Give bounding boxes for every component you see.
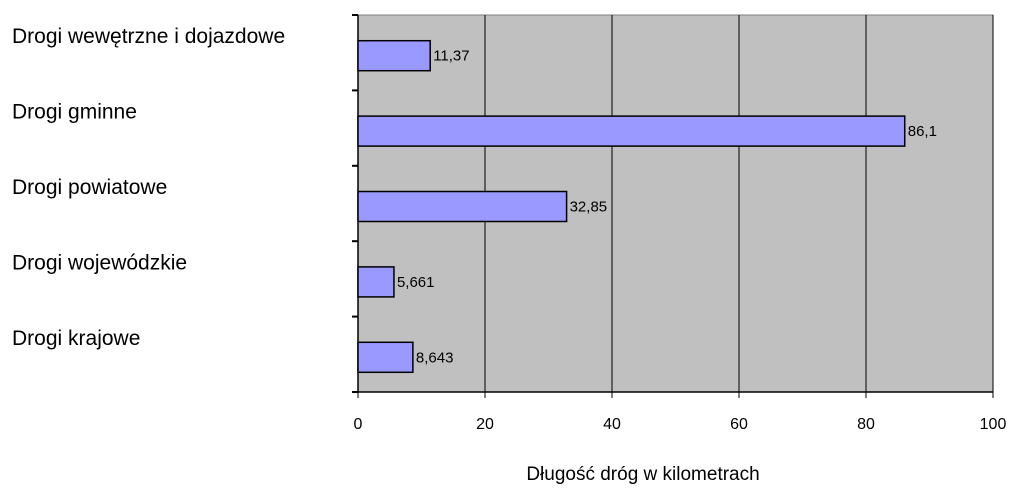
x-tick-label: 0: [354, 416, 363, 433]
y-tick-label: Drogi wewętrzne i dojazdowe: [12, 25, 285, 48]
value-label: 8,643: [416, 349, 454, 366]
bar: [357, 266, 395, 298]
x-axis-title: Długość dróg w kilometrach: [526, 464, 759, 485]
y-tick-label: Drogi krajowe: [12, 327, 140, 350]
x-tick-label: 20: [476, 416, 494, 433]
x-tick-label: 80: [857, 416, 875, 433]
value-label: 32,85: [570, 198, 608, 215]
bar: [357, 115, 906, 147]
y-tick-label: Drogi powiatowe: [12, 176, 167, 199]
x-tick-label: 100: [980, 416, 1007, 433]
bar: [357, 39, 431, 72]
value-label: 86,1: [908, 123, 937, 140]
y-tick-label: Drogi wojewódzkie: [12, 251, 187, 274]
x-tick-label: 40: [603, 416, 621, 433]
y-tick-label: Drogi gminne: [12, 101, 137, 124]
bar: [357, 341, 414, 374]
bar: [357, 190, 568, 223]
x-tick-label: 60: [730, 416, 748, 433]
value-label: 11,37: [433, 48, 469, 65]
value-label: 5,661: [397, 274, 435, 291]
